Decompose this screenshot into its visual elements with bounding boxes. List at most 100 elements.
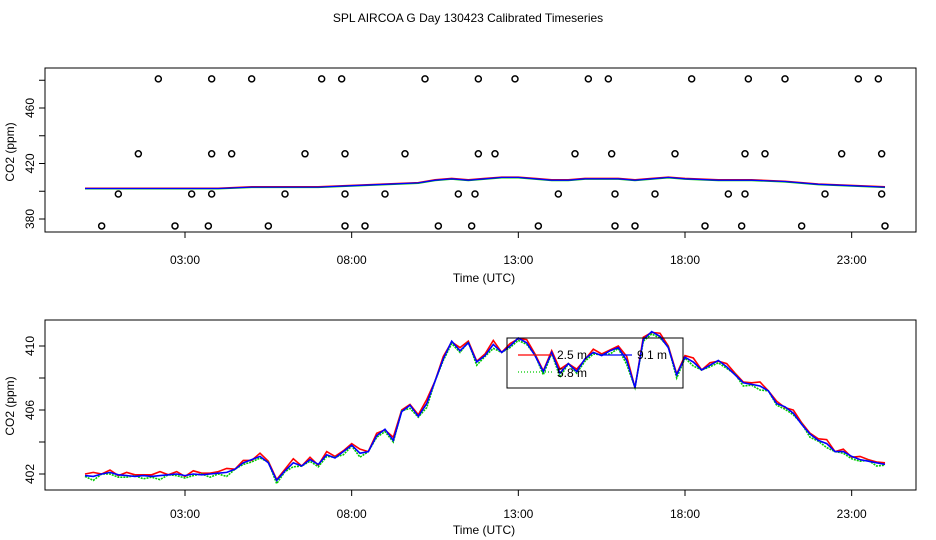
calibration-point — [207, 75, 216, 83]
x-tick-label: 03:00 — [170, 253, 200, 267]
calibration-point — [471, 190, 479, 198]
calibration-point — [877, 190, 886, 198]
calibration-point — [687, 75, 696, 83]
calibration-point — [134, 150, 143, 158]
calibration-point — [97, 222, 106, 230]
calibration-point — [607, 150, 616, 158]
calibration-point — [631, 222, 639, 230]
series-lines-top — [85, 176, 886, 190]
x-tick-label: 03:00 — [170, 507, 200, 521]
y-tick-label: 410 — [23, 336, 37, 356]
calibration-point — [434, 222, 443, 230]
calibration-point — [761, 150, 769, 158]
calibration-point — [264, 222, 273, 230]
calibration-point — [854, 75, 863, 83]
x-tick-label: 18:00 — [670, 507, 700, 521]
legend-label-5-8m: 5.8 m — [557, 366, 587, 380]
calibration-point — [317, 75, 326, 83]
x-axis-label-top: Time (UTC) — [453, 271, 515, 285]
series-line-9-1-m — [84, 330, 886, 482]
panel-top: 03:00 08:00 13:00 18:00 23:00 380 420 460 Time … — [3, 67, 917, 285]
calibration-point — [744, 75, 753, 83]
calibration-point — [877, 150, 886, 158]
y-tick-label: 406 — [23, 400, 37, 420]
axes-top: 03:00 08:00 13:00 18:00 23:00 380 420 460 — [23, 79, 867, 267]
series-lines-bottom — [84, 330, 886, 486]
y-tick-label: 402 — [23, 464, 37, 484]
calibration-point — [724, 190, 733, 198]
x-tick-label: 08:00 — [337, 507, 367, 521]
calibration-point — [651, 190, 659, 198]
calibration-point — [204, 222, 213, 230]
calibration-point — [797, 222, 806, 230]
x-tick-label: 23:00 — [837, 253, 867, 267]
calibration-point — [611, 222, 619, 230]
calibration-point — [301, 150, 309, 158]
calibration-point — [874, 75, 883, 83]
calibration-point — [281, 190, 289, 198]
calibration-point — [247, 75, 256, 83]
y-tick-label: 460 — [23, 98, 37, 118]
calibration-point — [361, 222, 369, 230]
calibration-point — [837, 150, 846, 158]
legend-label-9-1m: 9.1 m — [637, 348, 667, 362]
calibration-point — [207, 150, 216, 158]
calibration-point — [554, 190, 563, 198]
y-tick-label: 420 — [23, 153, 37, 173]
calibration-point — [491, 150, 499, 158]
y-axis-label-bottom: CO2 (ppm) — [3, 376, 17, 435]
calibration-point — [611, 190, 619, 198]
chart-title: SPL AIRCOA G Day 130423 Calibrated Times… — [333, 11, 603, 25]
legend-box — [506, 337, 684, 389]
calibration-point — [474, 75, 483, 83]
series-line-top — [85, 177, 886, 190]
calibration-point — [114, 190, 123, 198]
calibration-point — [584, 75, 593, 83]
x-tick-label: 18:00 — [670, 253, 700, 267]
calibration-point — [881, 222, 889, 230]
y-tick-label: 380 — [23, 209, 37, 229]
y-axis-label-top: CO2 (ppm) — [3, 122, 17, 181]
calibration-point — [737, 222, 746, 230]
calibration-point — [474, 150, 483, 158]
legend: 2.5 m 5.8 m 9.1 m — [506, 337, 684, 389]
legend-label-2-5m: 2.5 m — [557, 348, 587, 362]
calibration-point — [227, 150, 236, 158]
calibration-point — [454, 190, 463, 198]
calibration-point — [604, 75, 613, 83]
x-axis-label-bottom: Time (UTC) — [453, 523, 515, 537]
calibration-point — [341, 190, 349, 198]
calibration-point — [511, 75, 519, 83]
calibration-points — [97, 75, 889, 230]
calibration-point — [467, 222, 476, 230]
axes-bottom: 03:00 08:00 13:00 18:00 23:00 402 406 410 — [23, 336, 867, 521]
calibration-point — [821, 190, 829, 198]
calibration-point — [741, 150, 749, 158]
calibration-point — [381, 190, 389, 198]
calibration-point — [171, 222, 179, 230]
x-tick-label: 08:00 — [337, 253, 367, 267]
plot-frame-bottom — [44, 319, 917, 491]
calibration-point — [401, 150, 409, 158]
x-tick-label: 23:00 — [837, 507, 867, 521]
calibration-point — [207, 190, 216, 198]
calibration-point — [187, 190, 196, 198]
calibration-point — [341, 150, 349, 158]
calibration-point — [571, 150, 579, 158]
calibration-point — [154, 75, 163, 83]
calibration-point — [534, 222, 543, 230]
series-line-2-5-m — [84, 331, 886, 482]
x-tick-label: 13:00 — [503, 507, 533, 521]
panel-bottom: 03:00 08:00 13:00 18:00 23:00 402 406 410 2.5 m… — [3, 319, 917, 537]
calibration-point — [701, 222, 709, 230]
x-tick-label: 13:00 — [503, 253, 533, 267]
calibration-point — [341, 222, 349, 230]
calibration-point — [337, 75, 346, 83]
calibration-point — [741, 190, 749, 198]
calibration-point — [671, 150, 679, 158]
series-line-top — [85, 176, 886, 190]
calibration-point — [421, 75, 429, 83]
calibration-point — [781, 75, 789, 83]
plot-frame-top — [44, 67, 917, 233]
